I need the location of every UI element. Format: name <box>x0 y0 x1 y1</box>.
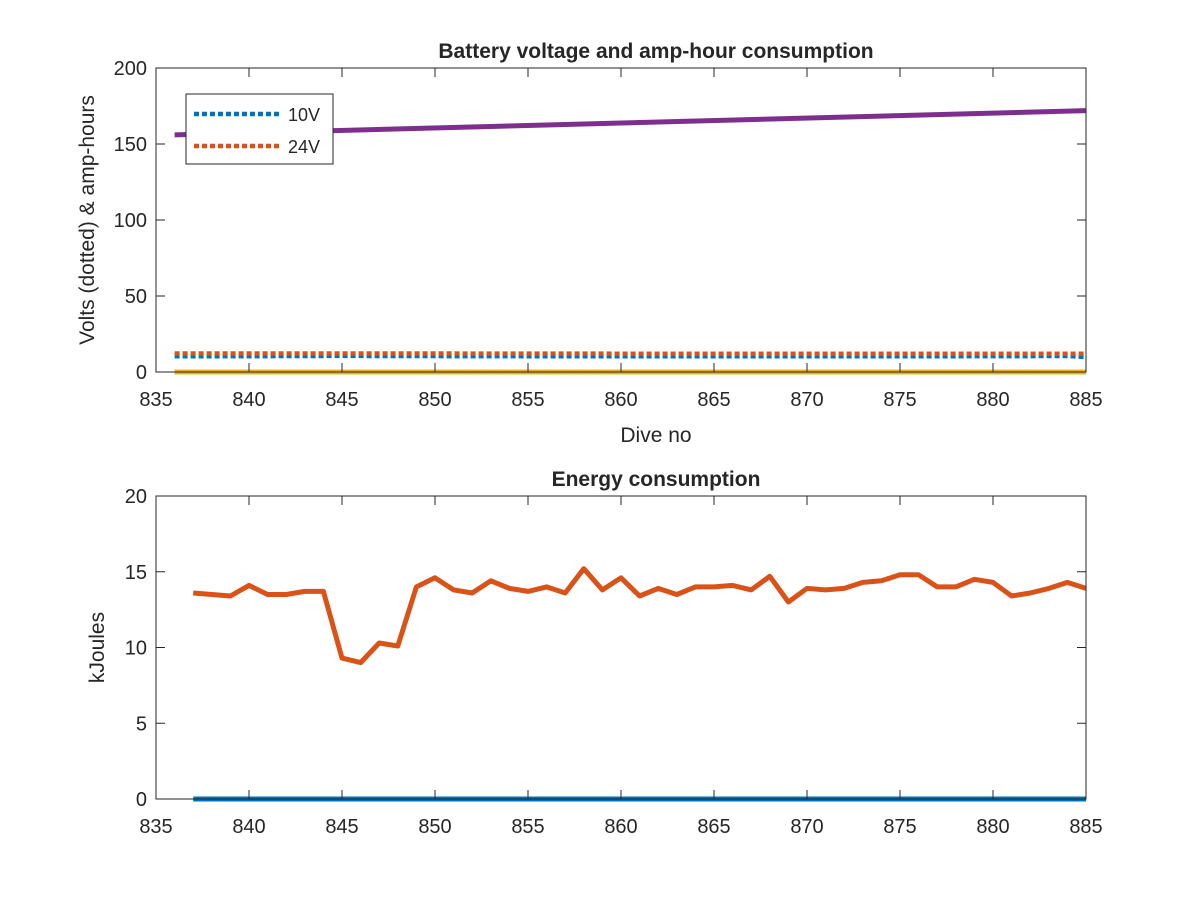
chart-1: 835 840 845 850 855 860 865 870 875 880 885 0 50 100 1… <box>76 40 1103 447</box>
y-tick-label: 50 <box>125 286 147 308</box>
y-tick-label: 0 <box>136 362 147 384</box>
y-tick-label: 15 <box>125 562 147 584</box>
y-tick-label: 200 <box>114 58 147 80</box>
x-tick-label: 835 <box>139 389 172 411</box>
legend-box <box>185 93 334 165</box>
y-tick-label: 10 <box>125 638 147 660</box>
series-2-line <box>192 566 1087 666</box>
y-tick-label: 150 <box>114 134 147 156</box>
y-tick-label: 100 <box>114 210 147 232</box>
x-tick-label: 845 <box>325 816 358 838</box>
x-tick-label: 840 <box>232 389 265 411</box>
x-tick-label: 855 <box>511 389 544 411</box>
legend-label-24v: 24V <box>288 137 320 157</box>
chart-title: Energy consumption <box>552 468 761 491</box>
x-tick-label: 850 <box>418 389 451 411</box>
y-axis-label: kJoules <box>86 612 109 683</box>
plot-area <box>156 496 1086 799</box>
y-tick-label: 5 <box>136 713 147 735</box>
x-tick-label: 875 <box>883 389 916 411</box>
y-axis-label: Volts (dotted) & amp-hours <box>76 95 99 345</box>
x-tick-label: 860 <box>604 816 637 838</box>
x-tick-label: 885 <box>1069 816 1102 838</box>
x-tick-label: 855 <box>511 816 544 838</box>
x-tick-label: 840 <box>232 816 265 838</box>
y-tick-label: 0 <box>136 789 147 811</box>
chart-2: 835 840 845 850 855 860 865 870 875 880 885 0 5 10 15 2… <box>86 468 1103 838</box>
x-axis-label: Dive no <box>620 424 691 447</box>
x-tick-label: 850 <box>418 816 451 838</box>
x-tick-label: 865 <box>697 389 730 411</box>
chart-title: Battery voltage and amp-hour consumption <box>438 40 873 63</box>
x-tick-label: 875 <box>883 816 916 838</box>
x-tick-label: 880 <box>976 389 1009 411</box>
x-tick-label: 845 <box>325 389 358 411</box>
x-tick-label: 865 <box>697 816 730 838</box>
legend-label-10v: 10V <box>288 105 320 125</box>
x-tick-label: 880 <box>976 816 1009 838</box>
x-tick-label: 870 <box>790 816 823 838</box>
x-tick-label: 835 <box>139 816 172 838</box>
x-tick-label: 860 <box>604 389 637 411</box>
legend: 10V 24V <box>185 93 334 165</box>
x-tick-label: 870 <box>790 389 823 411</box>
y-tick-label: 20 <box>125 486 147 508</box>
x-tick-label: 885 <box>1069 389 1102 411</box>
